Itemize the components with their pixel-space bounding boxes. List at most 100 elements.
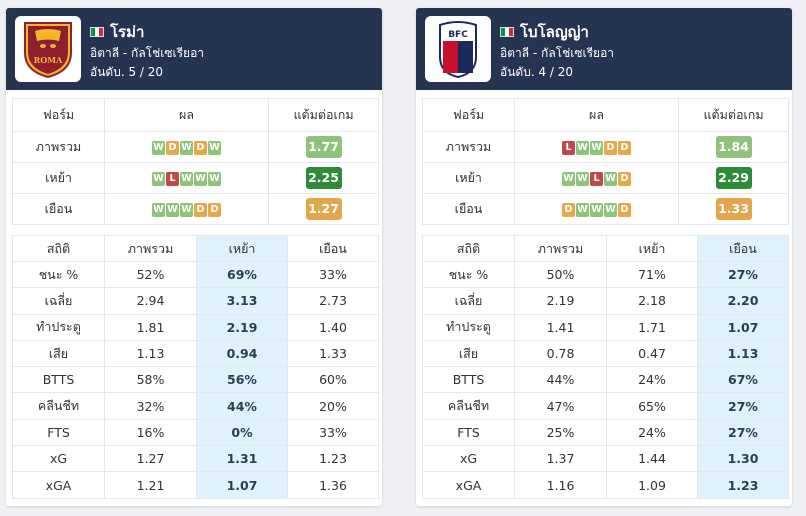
stats-row-label: คลีนชีท	[422, 392, 515, 420]
stats-value: 1.71	[606, 313, 698, 341]
stats-row: xG 1.27 1.31 1.23	[12, 445, 379, 473]
stats-row: เสีย 0.78 0.47 1.13	[422, 339, 789, 368]
stats-value: 1.23	[287, 445, 379, 473]
form-row-label: เหย้า	[12, 162, 105, 194]
stats-row: เสีย 1.13 0.94 1.33	[12, 339, 379, 368]
stats-col-header: เหย้า	[196, 235, 288, 262]
stats-value: 2.18	[606, 287, 698, 315]
stats-table: สถิติ ภาพรวม เหย้า เยือน ชนะ % 52% 69% 33% เฉลี่…	[12, 235, 379, 499]
stats-value: 3.13	[196, 287, 288, 315]
ppg-cell: 2.25	[268, 162, 379, 194]
stats-col-header: ภาพรวม	[104, 235, 197, 262]
form-result-chip: W	[180, 140, 193, 155]
stats-value: 33%	[287, 260, 379, 289]
result-col-header: ผล	[514, 98, 679, 132]
stats-row: ทำประตู 1.41 1.71 1.07	[422, 313, 789, 341]
stats-value: 1.07	[697, 313, 789, 341]
stats-row: BTTS 58% 56% 60%	[12, 366, 379, 394]
stats-value: 69%	[196, 260, 288, 289]
stats-value: 1.33	[287, 339, 379, 368]
stats-row-label: เฉลี่ย	[12, 287, 105, 315]
form-result-chip: W	[152, 202, 165, 217]
stats-row: ชนะ % 52% 69% 33%	[12, 260, 379, 289]
stats-row-label: ทำประตู	[422, 313, 515, 341]
form-result-chip: W	[152, 140, 165, 155]
form-result-chip: D	[194, 140, 207, 155]
team-league: อิตาลี - กัลโช่เซเรียอา	[90, 46, 205, 60]
stats-value: 20%	[287, 392, 379, 420]
ppg-col-header: แต้มต่อเกม	[268, 98, 379, 132]
stats-row-label: FTS	[12, 418, 105, 447]
stats-col-header: เหย้า	[606, 235, 698, 262]
ppg-badge: 1.77	[305, 136, 342, 158]
form-result-chip: W	[208, 140, 221, 155]
form-result-chip: L	[590, 171, 603, 186]
team-league: อิตาลี - กัลโช่เซเรียอา	[500, 46, 615, 60]
ppg-badge: 1.33	[715, 198, 752, 220]
stats-value: 27%	[697, 418, 789, 447]
team-name[interactable]: โรม่า	[90, 20, 144, 44]
stats-value: 2.20	[697, 287, 789, 315]
bologna-crest-icon: BFC	[439, 21, 477, 79]
stats-row: เฉลี่ย 2.94 3.13 2.73	[12, 287, 379, 315]
ppg-badge: 2.25	[305, 167, 342, 189]
stats-value: 58%	[104, 366, 197, 394]
team-logo[interactable]: ROMA	[15, 16, 81, 82]
stats-value: 1.21	[104, 471, 197, 499]
stats-value: 1.13	[104, 339, 197, 368]
stats-value: 0.78	[514, 339, 607, 368]
stats-value: 24%	[606, 418, 698, 447]
stats-value: 52%	[104, 260, 197, 289]
stats-value: 60%	[287, 366, 379, 394]
svg-text:BFC: BFC	[448, 30, 468, 40]
form-row-label: เยือน	[422, 193, 515, 225]
form-result-chip: L	[562, 140, 575, 155]
team-rank: อันดับ. 4 / 20	[500, 65, 574, 79]
form-row-label: ภาพรวม	[422, 131, 515, 163]
form-result-chip: W	[576, 140, 589, 155]
form-result-chip: W	[152, 171, 165, 186]
stats-row-label: BTTS	[422, 366, 515, 394]
stats-value: 32%	[104, 392, 197, 420]
stats-row-label: ชนะ %	[12, 260, 105, 289]
team-header: BFC โบโลญญ่า อิตาลี - กัลโช่เซเรียอา อัน…	[416, 8, 792, 90]
form-row-label: เยือน	[12, 193, 105, 225]
team-name[interactable]: โบโลญญ่า	[500, 20, 589, 44]
stats-value: 2.19	[196, 313, 288, 341]
form-result-chip: W	[180, 171, 193, 186]
ppg-cell: 1.84	[678, 131, 789, 163]
stats-row: xG 1.37 1.44 1.30	[422, 445, 789, 473]
team-card-roma: ROMA โรม่า อิตาลี - กัลโช่เซเรียอา อันดั…	[6, 8, 382, 506]
form-result-chip: W	[576, 202, 589, 217]
ppg-cell: 2.29	[678, 162, 789, 194]
stats-col-header: เยือน	[287, 235, 379, 262]
stats-row: ทำประตู 1.81 2.19 1.40	[12, 313, 379, 341]
form-result-chip: W	[562, 171, 575, 186]
stats-value: 1.41	[514, 313, 607, 341]
ppg-cell: 1.33	[678, 193, 789, 225]
stats-value: 2.19	[514, 287, 607, 315]
form-result-chip: W	[590, 202, 603, 217]
form-row-label: ภาพรวม	[12, 131, 105, 163]
team-rank: อันดับ. 5 / 20	[90, 65, 164, 79]
form-result-chip: W	[180, 202, 193, 217]
team-logo[interactable]: BFC	[425, 16, 491, 82]
ppg-badge: 1.27	[305, 198, 342, 220]
stats-col-header: สถิติ	[422, 235, 515, 262]
stats-value: 1.44	[606, 445, 698, 473]
form-col-header: ฟอร์ม	[422, 98, 515, 132]
stats-row-label: คลีนชีท	[12, 392, 105, 420]
ppg-cell: 1.77	[268, 131, 379, 163]
italy-flag-icon	[500, 27, 514, 37]
ppg-col-header: แต้มต่อเกม	[678, 98, 789, 132]
